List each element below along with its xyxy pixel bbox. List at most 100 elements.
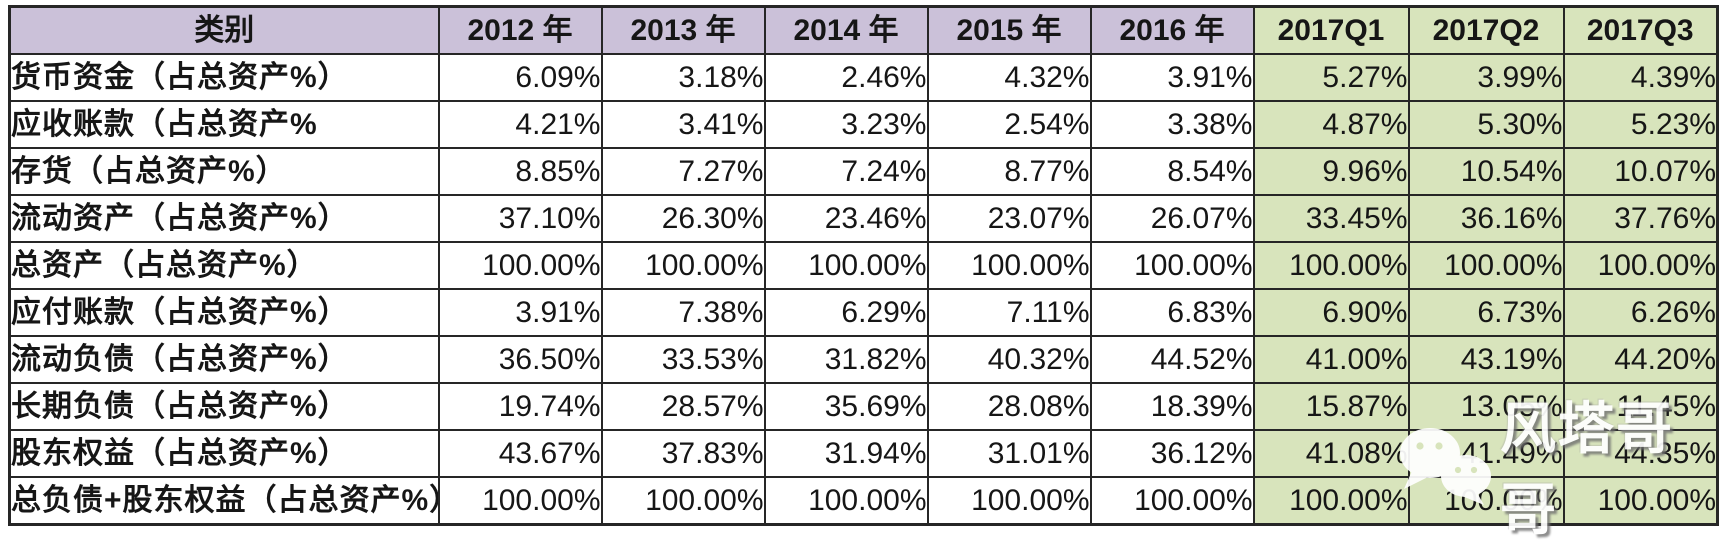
row-label: 总负债+股东权益（占总资产%） bbox=[8, 476, 440, 526]
value-cell: 11.45% bbox=[1562, 382, 1719, 431]
table-row: 流动资产（占总资产%） 37.10% 26.30% 23.46% 23.07% … bbox=[8, 194, 1719, 243]
table-row: 股东权益（占总资产%） 43.67% 37.83% 31.94% 31.01% … bbox=[8, 429, 1719, 478]
value-cell: 100.00% bbox=[1252, 476, 1410, 526]
value-cell: 18.39% bbox=[1089, 382, 1255, 431]
financial-structure-table-page: 类别 2012 年 2013 年 2014 年 2015 年 2016 年 20… bbox=[8, 5, 1719, 541]
value-cell: 44.52% bbox=[1089, 335, 1255, 384]
value-cell: 4.39% bbox=[1562, 53, 1719, 102]
value-cell: 31.01% bbox=[926, 429, 1092, 478]
value-cell: 10.54% bbox=[1407, 147, 1565, 196]
value-cell: 100.00% bbox=[437, 241, 603, 290]
row-label: 货币资金（占总资产%） bbox=[8, 53, 440, 102]
value-cell: 28.57% bbox=[600, 382, 766, 431]
row-label: 存货（占总资产%） bbox=[8, 147, 440, 196]
value-cell: 100.00% bbox=[1407, 241, 1565, 290]
value-cell: 36.16% bbox=[1407, 194, 1565, 243]
value-cell: 100.00% bbox=[1562, 241, 1719, 290]
value-cell: 100.00% bbox=[763, 476, 929, 526]
value-cell: 100.00% bbox=[1407, 476, 1565, 526]
value-cell: 43.67% bbox=[437, 429, 603, 478]
value-cell: 7.38% bbox=[600, 288, 766, 337]
value-cell: 8.77% bbox=[926, 147, 1092, 196]
row-label: 总资产（占总资产%） bbox=[8, 241, 440, 290]
value-cell: 100.00% bbox=[1089, 241, 1255, 290]
value-cell: 2.46% bbox=[763, 53, 929, 102]
value-cell: 100.00% bbox=[763, 241, 929, 290]
value-cell: 36.50% bbox=[437, 335, 603, 384]
value-cell: 6.26% bbox=[1562, 288, 1719, 337]
value-cell: 35.69% bbox=[763, 382, 929, 431]
header-2017q1: 2017Q1 bbox=[1252, 5, 1410, 55]
value-cell: 36.12% bbox=[1089, 429, 1255, 478]
value-cell: 9.96% bbox=[1252, 147, 1410, 196]
header-2017q3: 2017Q3 bbox=[1562, 5, 1719, 55]
header-2012: 2012 年 bbox=[437, 5, 603, 55]
value-cell: 6.73% bbox=[1407, 288, 1565, 337]
value-cell: 40.32% bbox=[926, 335, 1092, 384]
value-cell: 100.00% bbox=[1562, 476, 1719, 526]
value-cell: 31.94% bbox=[763, 429, 929, 478]
table-row: 应收账款（占总资产% 4.21% 3.41% 3.23% 2.54% 3.38%… bbox=[8, 100, 1719, 149]
value-cell: 31.82% bbox=[763, 335, 929, 384]
value-cell: 41.00% bbox=[1252, 335, 1410, 384]
value-cell: 6.90% bbox=[1252, 288, 1410, 337]
value-cell: 5.23% bbox=[1562, 100, 1719, 149]
row-label: 应收账款（占总资产% bbox=[8, 100, 440, 149]
value-cell: 3.91% bbox=[1089, 53, 1255, 102]
table-row: 长期负债（占总资产%） 19.74% 28.57% 35.69% 28.08% … bbox=[8, 382, 1719, 431]
table-row: 货币资金（占总资产%） 6.09% 3.18% 2.46% 4.32% 3.91… bbox=[8, 53, 1719, 102]
value-cell: 26.30% bbox=[600, 194, 766, 243]
row-label: 流动资产（占总资产%） bbox=[8, 194, 440, 243]
value-cell: 100.00% bbox=[600, 241, 766, 290]
value-cell: 100.00% bbox=[926, 241, 1092, 290]
header-2013: 2013 年 bbox=[600, 5, 766, 55]
value-cell: 7.27% bbox=[600, 147, 766, 196]
row-label: 流动负债（占总资产%） bbox=[8, 335, 440, 384]
value-cell: 4.32% bbox=[926, 53, 1092, 102]
value-cell: 28.08% bbox=[926, 382, 1092, 431]
value-cell: 37.76% bbox=[1562, 194, 1719, 243]
value-cell: 10.07% bbox=[1562, 147, 1719, 196]
value-cell: 3.99% bbox=[1407, 53, 1565, 102]
value-cell: 100.00% bbox=[437, 476, 603, 526]
value-cell: 7.24% bbox=[763, 147, 929, 196]
value-cell: 33.53% bbox=[600, 335, 766, 384]
value-cell: 100.00% bbox=[1252, 241, 1410, 290]
value-cell: 44.35% bbox=[1562, 429, 1719, 478]
value-cell: 2.54% bbox=[926, 100, 1092, 149]
value-cell: 3.41% bbox=[600, 100, 766, 149]
value-cell: 8.85% bbox=[437, 147, 603, 196]
row-label: 应付账款（占总资产%） bbox=[8, 288, 440, 337]
value-cell: 6.29% bbox=[763, 288, 929, 337]
value-cell: 41.08% bbox=[1252, 429, 1410, 478]
value-cell: 41.49% bbox=[1407, 429, 1565, 478]
value-cell: 23.07% bbox=[926, 194, 1092, 243]
value-cell: 26.07% bbox=[1089, 194, 1255, 243]
row-label: 长期负债（占总资产%） bbox=[8, 382, 440, 431]
value-cell: 37.10% bbox=[437, 194, 603, 243]
value-cell: 23.46% bbox=[763, 194, 929, 243]
value-cell: 37.83% bbox=[600, 429, 766, 478]
value-cell: 4.87% bbox=[1252, 100, 1410, 149]
value-cell: 3.23% bbox=[763, 100, 929, 149]
value-cell: 100.00% bbox=[926, 476, 1092, 526]
value-cell: 5.27% bbox=[1252, 53, 1410, 102]
value-cell: 7.11% bbox=[926, 288, 1092, 337]
header-2017q2: 2017Q2 bbox=[1407, 5, 1565, 55]
table-row: 存货（占总资产%） 8.85% 7.27% 7.24% 8.77% 8.54% … bbox=[8, 147, 1719, 196]
row-label: 股东权益（占总资产%） bbox=[8, 429, 440, 478]
value-cell: 8.54% bbox=[1089, 147, 1255, 196]
value-cell: 3.38% bbox=[1089, 100, 1255, 149]
value-cell: 6.09% bbox=[437, 53, 603, 102]
table-row: 总资产（占总资产%） 100.00% 100.00% 100.00% 100.0… bbox=[8, 241, 1719, 290]
header-2016: 2016 年 bbox=[1089, 5, 1255, 55]
value-cell: 13.05% bbox=[1407, 382, 1565, 431]
header-2015: 2015 年 bbox=[926, 5, 1092, 55]
value-cell: 15.87% bbox=[1252, 382, 1410, 431]
value-cell: 33.45% bbox=[1252, 194, 1410, 243]
value-cell: 100.00% bbox=[1089, 476, 1255, 526]
value-cell: 5.30% bbox=[1407, 100, 1565, 149]
value-cell: 100.00% bbox=[600, 476, 766, 526]
table-row: 总负债+股东权益（占总资产%） 100.00% 100.00% 100.00% … bbox=[8, 476, 1719, 526]
header-category: 类别 bbox=[8, 5, 440, 55]
